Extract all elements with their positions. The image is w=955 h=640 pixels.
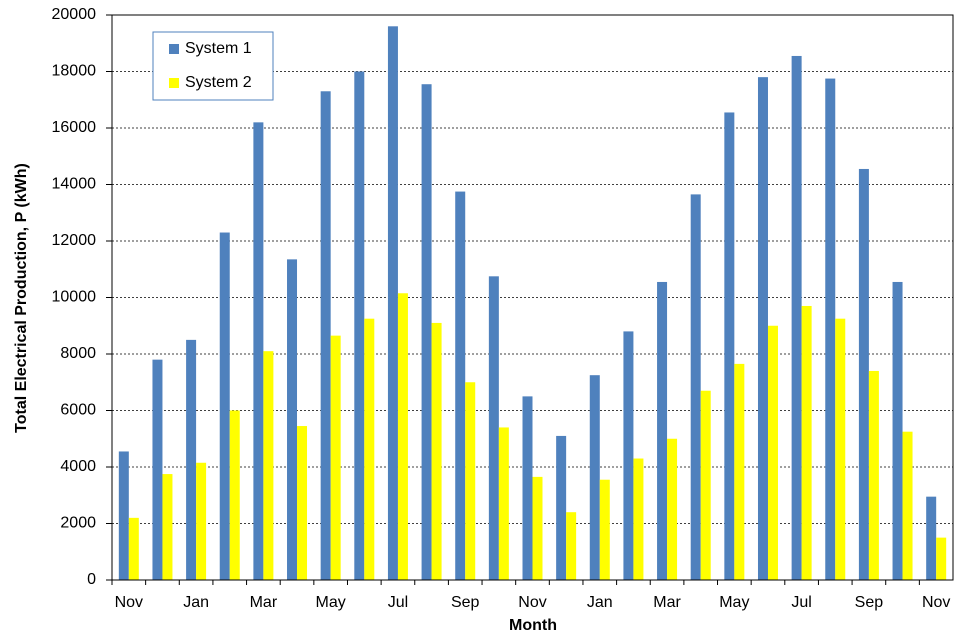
y-tick-label: 20000 xyxy=(52,6,97,23)
bar xyxy=(926,496,937,580)
bar xyxy=(801,305,812,580)
x-tick-label: Nov xyxy=(115,594,143,611)
bar xyxy=(522,396,533,580)
x-tick-label: May xyxy=(719,594,749,611)
y-tick-label: 4000 xyxy=(60,458,96,475)
x-tick-label: Sep xyxy=(451,594,480,611)
bar xyxy=(421,84,432,581)
bar xyxy=(667,438,678,580)
x-tick-label: Sep xyxy=(855,594,884,611)
plot-frame xyxy=(111,14,954,581)
bar xyxy=(263,351,274,580)
y-axis-title: Total Electrical Production, P (kWh) xyxy=(13,163,30,433)
y-tick-label: 12000 xyxy=(52,232,97,249)
bar xyxy=(162,474,173,580)
bar xyxy=(498,427,509,580)
bar xyxy=(364,318,375,580)
y-tick-label: 14000 xyxy=(52,176,97,193)
x-tick-label: Nov xyxy=(518,594,546,611)
bar xyxy=(455,191,466,580)
bar xyxy=(589,375,600,580)
bar xyxy=(835,318,846,580)
bar xyxy=(287,259,298,580)
bar xyxy=(690,194,701,580)
bar xyxy=(532,476,543,580)
bar xyxy=(196,462,207,580)
y-tick-label: 0 xyxy=(87,571,96,588)
bar xyxy=(465,382,476,580)
y-tick-label: 18000 xyxy=(52,63,97,80)
bar xyxy=(431,322,442,580)
bar xyxy=(633,458,644,580)
bar xyxy=(488,276,499,580)
bar xyxy=(724,112,735,581)
x-tick-label: Jan xyxy=(587,594,613,611)
y-tick-label: 2000 xyxy=(60,515,96,532)
bar xyxy=(229,410,240,580)
bar xyxy=(219,232,230,580)
bar xyxy=(757,77,768,581)
x-tick-label: Jul xyxy=(791,594,811,611)
bar xyxy=(152,359,163,580)
legend-swatch xyxy=(169,78,179,88)
bar xyxy=(128,517,139,580)
bar xyxy=(936,537,947,580)
bar xyxy=(767,325,778,580)
bar xyxy=(734,363,745,580)
bar xyxy=(657,281,668,580)
bar xyxy=(825,78,836,580)
bar xyxy=(566,512,577,580)
y-tick-label: 10000 xyxy=(52,289,97,306)
x-tick-label: Mar xyxy=(653,594,681,611)
bar xyxy=(868,370,879,580)
y-tick-label: 6000 xyxy=(60,402,96,419)
legend-label: System 1 xyxy=(185,40,252,57)
y-tick-label: 16000 xyxy=(52,119,97,136)
bar xyxy=(186,339,197,580)
legend-label: System 2 xyxy=(185,74,252,91)
legend-swatch xyxy=(169,44,179,54)
x-axis-title: Month xyxy=(509,617,557,634)
bar xyxy=(297,426,308,580)
x-tick-label: Mar xyxy=(250,594,278,611)
legend-box xyxy=(152,31,274,101)
bar xyxy=(354,71,365,580)
x-tick-label: Jul xyxy=(388,594,408,611)
y-tick-label: 8000 xyxy=(60,345,96,362)
bar xyxy=(892,281,903,580)
bar xyxy=(700,390,711,580)
bar xyxy=(556,435,567,580)
bar xyxy=(253,122,264,580)
bar xyxy=(320,91,331,581)
bar xyxy=(330,335,341,580)
bar xyxy=(791,55,802,580)
bar xyxy=(623,331,634,580)
x-tick-label: Jan xyxy=(183,594,209,611)
x-tick-label: May xyxy=(316,594,346,611)
bar xyxy=(599,479,610,580)
bar xyxy=(902,431,913,580)
bar xyxy=(397,293,408,580)
bar xyxy=(118,451,129,580)
bar xyxy=(387,26,398,581)
x-tick-label: Nov xyxy=(922,594,950,611)
bar xyxy=(858,168,869,580)
